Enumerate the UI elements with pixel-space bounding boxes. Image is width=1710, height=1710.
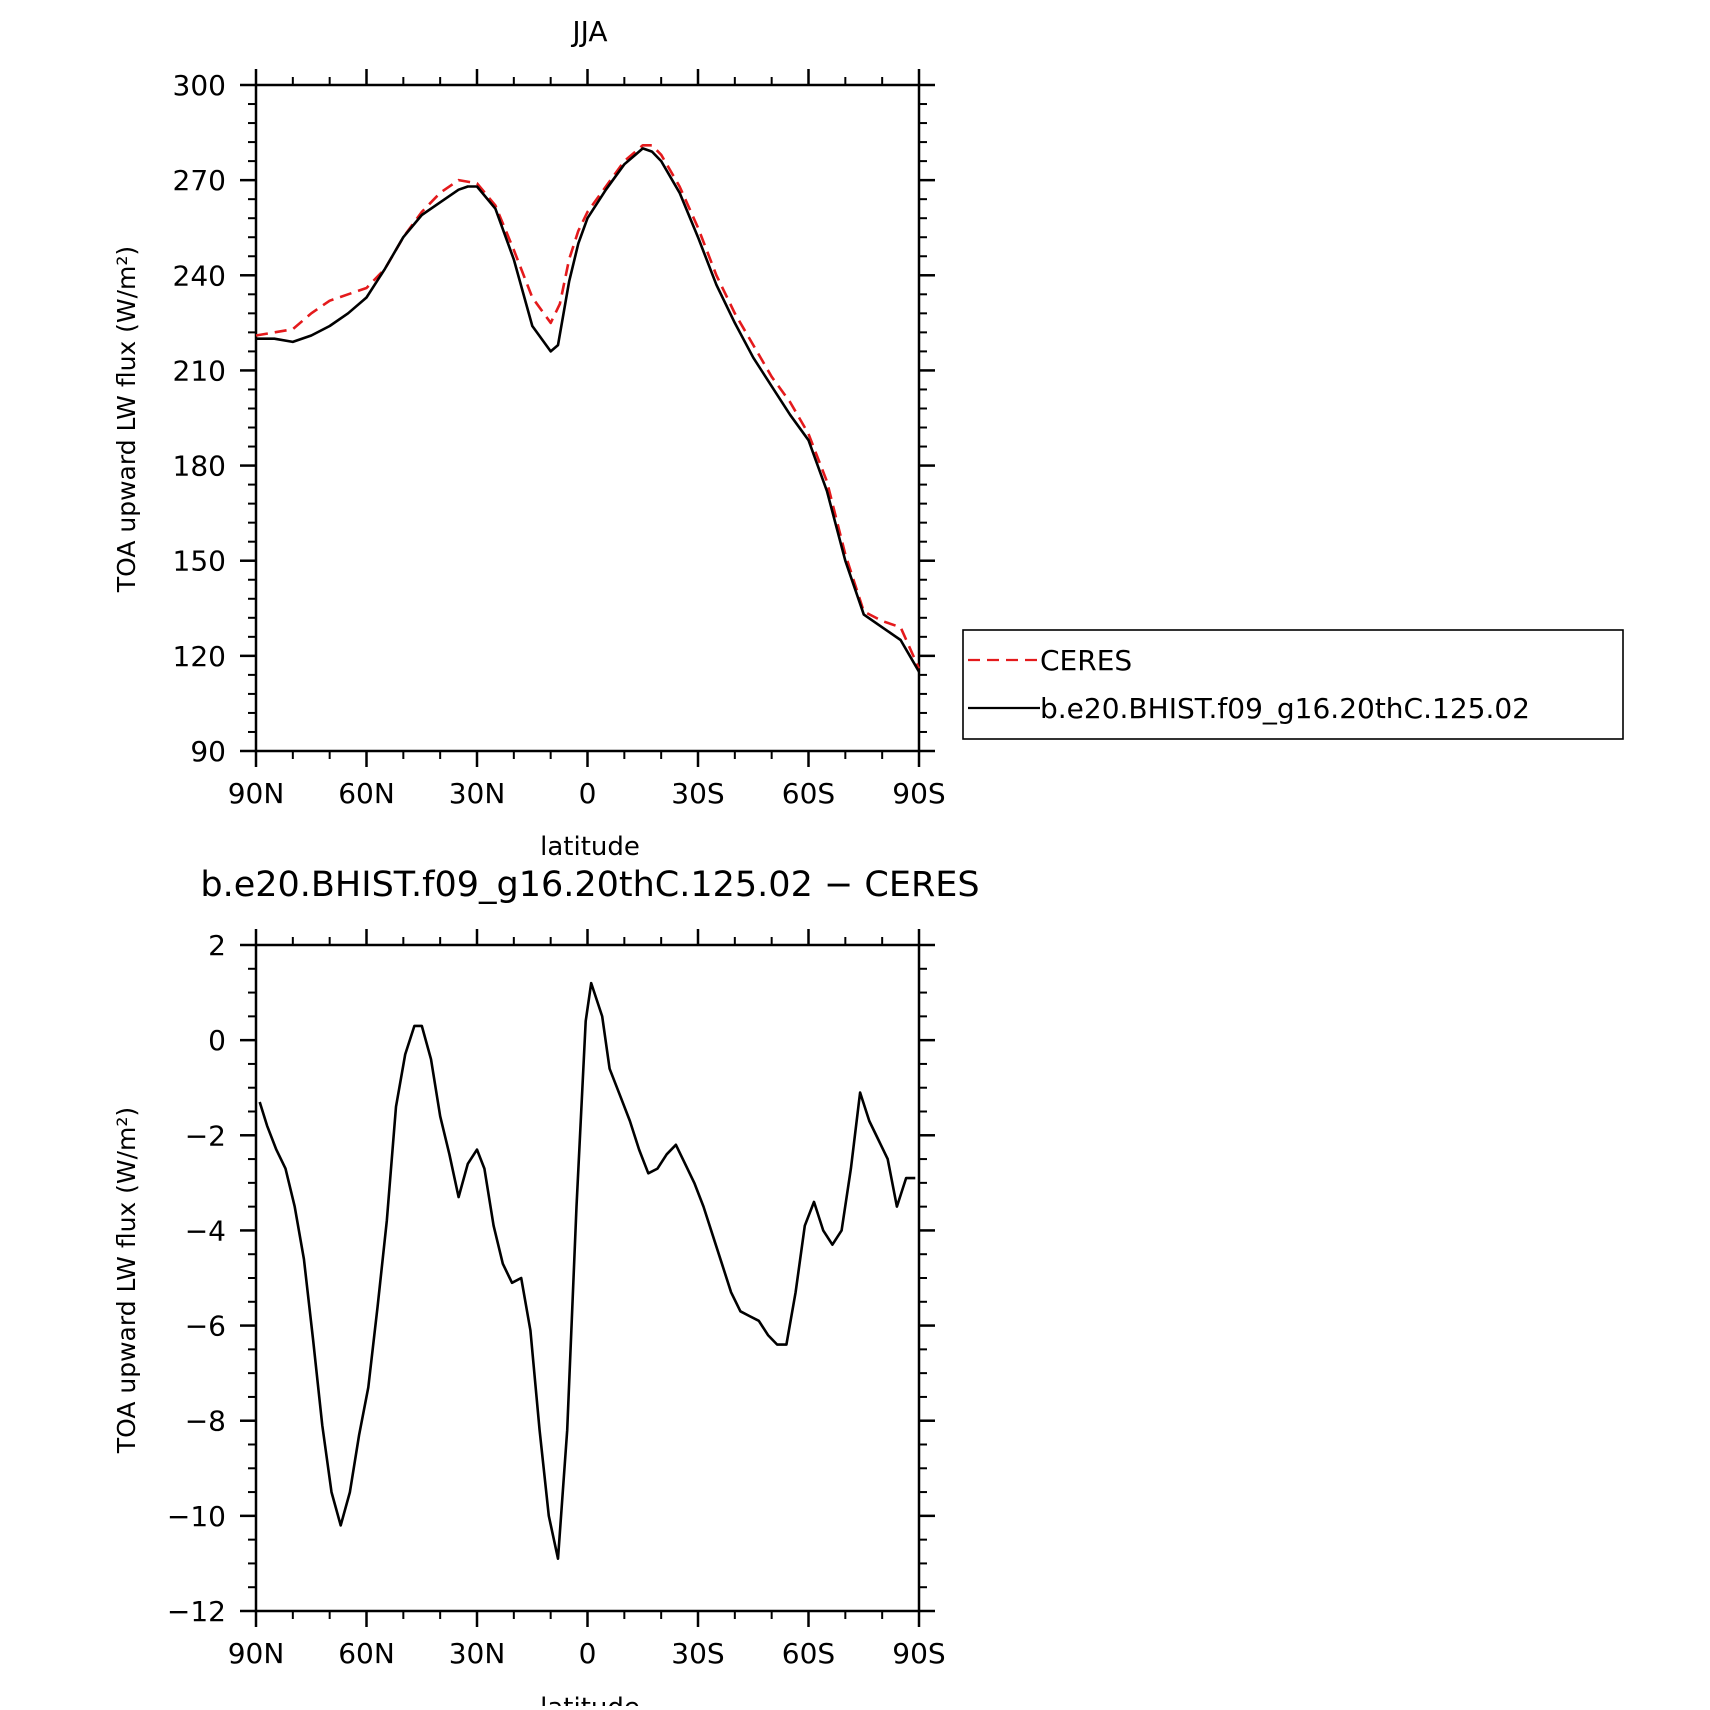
top-panel-series (255, 144, 921, 673)
bottom-panel-frame (254, 943, 921, 1613)
y-tick-label: 300 (173, 69, 226, 102)
legend-box (962, 629, 1624, 740)
bottom-panel-ylabel: TOA upward LW flux (W/m²) (112, 1107, 141, 1454)
y-tick-label: 210 (173, 354, 226, 387)
y-tick-label: 2 (208, 929, 226, 962)
x-tick-label: 30N (449, 1637, 506, 1670)
y-tick-label: 270 (173, 164, 226, 197)
x-tick-label: 90N (228, 1637, 285, 1670)
difference-series-line (258, 981, 916, 1560)
x-tick-label: 30N (449, 777, 506, 810)
x-tick-label: 30S (671, 777, 724, 810)
bottom-panel-title: b.e20.BHIST.f09_g16.20thC.125.02 − CERES (200, 865, 979, 905)
legend: CERES b.e20.BHIST.f09_g16.20thC.125.02 (962, 629, 1624, 740)
bottom-panel-series (258, 981, 916, 1560)
bottom-panel-xlabel: latitude (540, 1693, 640, 1706)
top-panel: JJA TOA upward LW flux (W/m²) latitude 9… (112, 15, 946, 862)
y-tick-label: 180 (173, 450, 226, 483)
top-panel-tick-labels: 90N 60N 30N 0 30S 60S 90S 90 120 150 180 210 240 270 3… (173, 69, 946, 810)
x-tick-label: 60N (338, 777, 395, 810)
x-tick-label: 0 (579, 1637, 597, 1670)
top-panel-ylabel: TOA upward LW flux (W/m²) (112, 246, 141, 593)
model-series-line (256, 147, 921, 673)
bottom-panel-ticks (240, 929, 935, 1627)
legend-label-model: b.e20.BHIST.f09_g16.20thC.125.02 (1040, 692, 1530, 725)
bottom-panel: b.e20.BHIST.f09_g16.20thC.125.02 − CERES… (112, 865, 980, 1710)
y-tick-label: −4 (185, 1214, 226, 1247)
y-tick-label: −10 (167, 1500, 226, 1533)
top-panel-title: JJA (570, 15, 607, 48)
x-tick-label: 0 (579, 777, 597, 810)
top-panel-xlabel: latitude (540, 832, 640, 862)
ceres-series-line (255, 144, 921, 670)
x-tick-label: 60N (338, 1637, 395, 1670)
top-panel-frame (254, 83, 921, 753)
x-tick-label: 60S (782, 1637, 835, 1670)
y-tick-label: −8 (185, 1405, 226, 1438)
y-tick-label: 90 (190, 735, 226, 768)
y-tick-label: −12 (167, 1595, 226, 1628)
top-panel-ticks (240, 69, 935, 767)
y-tick-label: 150 (173, 545, 226, 578)
x-tick-label: 30S (671, 1637, 724, 1670)
y-tick-label: −6 (185, 1310, 226, 1343)
y-tick-label: 0 (208, 1024, 226, 1057)
x-tick-label: 90S (892, 777, 945, 810)
x-tick-label: 90S (892, 1637, 945, 1670)
legend-label-ceres: CERES (1040, 644, 1132, 677)
y-tick-label: −2 (185, 1119, 226, 1152)
y-tick-label: 240 (173, 259, 226, 292)
x-tick-label: 90N (228, 777, 285, 810)
x-tick-label: 60S (782, 777, 835, 810)
y-tick-label: 120 (173, 640, 226, 673)
bottom-panel-tick-labels: 90N 60N 30N 0 30S 60S 90S 2 0 −2 −4 −6 −8 −10 −12 (167, 929, 946, 1670)
